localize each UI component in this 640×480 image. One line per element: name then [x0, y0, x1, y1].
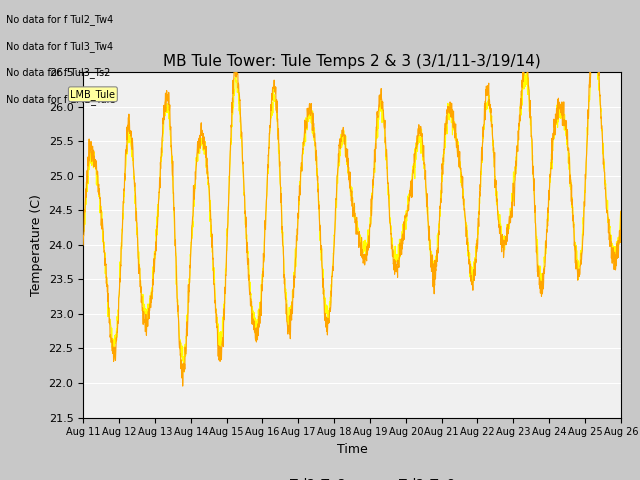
Text: No data for f LMB_Tule: No data for f LMB_Tule — [6, 94, 116, 105]
Text: No data for f Tul3_Ts2: No data for f Tul3_Ts2 — [6, 67, 111, 78]
Text: No data for f Tul2_Tw4: No data for f Tul2_Tw4 — [6, 14, 114, 25]
Legend: Tul2_Ts-2, Tul2_Ts-8: Tul2_Ts-2, Tul2_Ts-8 — [244, 472, 460, 480]
X-axis label: Time: Time — [337, 443, 367, 456]
Y-axis label: Temperature (C): Temperature (C) — [30, 194, 43, 296]
Title: MB Tule Tower: Tule Temps 2 & 3 (3/1/11-3/19/14): MB Tule Tower: Tule Temps 2 & 3 (3/1/11-… — [163, 54, 541, 70]
Text: No data for f Tul3_Tw4: No data for f Tul3_Tw4 — [6, 41, 113, 52]
Text: LMB_Tule: LMB_Tule — [70, 89, 115, 100]
